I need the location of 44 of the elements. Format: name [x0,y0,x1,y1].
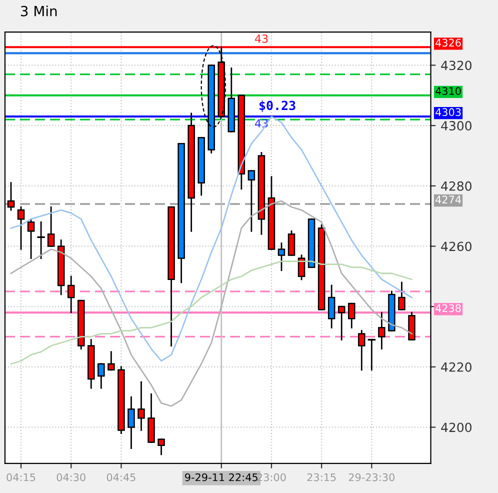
candlestick [7,182,15,211]
x-tick-label: 23:15 [307,473,336,482]
candlestick [67,276,75,314]
candlestick [278,242,286,272]
candlestick [368,338,376,371]
y-tick-label: 4320 [441,60,472,70]
line-series [10,116,412,362]
candlestick [298,254,306,280]
x-tick-label: 23:00 [257,473,286,482]
annotation: $0.23 [259,100,296,112]
candlestick [47,206,55,247]
x-tick-label: 29-23:30 [348,473,394,482]
y-tick-label: 4220 [441,362,472,372]
candlestick [128,396,135,450]
x-tick-label: 04:30 [56,473,86,482]
candlestick [378,312,386,350]
ref-line-label: 4310 [436,87,461,95]
candlestick [17,206,25,250]
candlestick [338,306,346,340]
ref-line-label: 4274 [436,196,461,204]
chart-title: 3 Min [20,6,57,16]
candlestick [27,218,35,259]
candlestick [37,221,45,259]
ref-line-label: 4326 [436,38,461,47]
candlestick [398,282,406,310]
candlestick [158,438,165,456]
candlestick [138,381,145,431]
candlestick [98,363,105,389]
x-tick-label: 04:15 [6,473,36,482]
candlestick [358,330,366,371]
ref-line-label: 4238 [436,304,461,312]
x-tick-label: 9-29-11 22:45 [185,473,258,482]
candlestick [288,230,296,256]
x-tick-label: 04:45 [106,473,136,482]
candlestick [248,170,256,232]
ref-line-label: 4303 [436,108,461,116]
y-tick-label: 4200 [441,422,472,432]
candlestick [108,351,115,371]
annotation: 43 [254,34,268,43]
y-tick-label: 4280 [441,181,472,191]
y-tick-label: 4300 [441,121,472,130]
candlestick [328,284,336,328]
y-tick-label: 4260 [441,242,472,252]
candlestick [348,302,356,328]
